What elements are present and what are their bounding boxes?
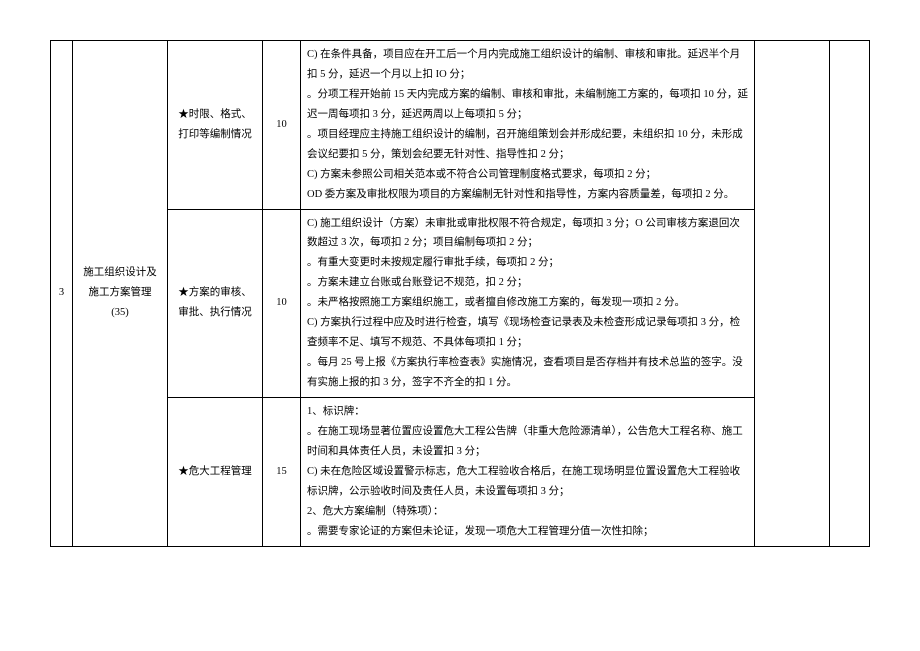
empty-cell (830, 41, 870, 547)
subcategory-cell: ★危大工程管理 (168, 397, 263, 546)
category-cell: 施工组织设计及施工方案管理 (35) (73, 41, 168, 547)
row-index: 3 (51, 41, 73, 547)
score-cell: 10 (263, 41, 301, 210)
subcategory-cell: ★时限、格式、打印等编制情况 (168, 41, 263, 210)
table-row: ★危大工程管理 15 1、标识牌：。在施工现场显著位置应设置危大工程公告牌（非重… (51, 397, 870, 546)
assessment-table: 3 施工组织设计及施工方案管理 (35) ★时限、格式、打印等编制情况 10 C… (50, 40, 870, 547)
empty-cell (755, 41, 830, 547)
detail-cell: 1、标识牌：。在施工现场显著位置应设置危大工程公告牌（非重大危险源清单），公告危… (301, 397, 755, 546)
score-cell: 15 (263, 397, 301, 546)
table-row: 3 施工组织设计及施工方案管理 (35) ★时限、格式、打印等编制情况 10 C… (51, 41, 870, 210)
score-cell: 10 (263, 209, 301, 397)
detail-cell: C) 施工组织设计（方案）未审批或审批权限不符合规定，每项扣 3 分；O 公司审… (301, 209, 755, 397)
table-row: ★方案的审核、审批、执行情况 10 C) 施工组织设计（方案）未审批或审批权限不… (51, 209, 870, 397)
detail-cell: C) 在条件具备，项目应在开工后一个月内完成施工组织设计的编制、审核和审批。延迟… (301, 41, 755, 210)
subcategory-cell: ★方案的审核、审批、执行情况 (168, 209, 263, 397)
